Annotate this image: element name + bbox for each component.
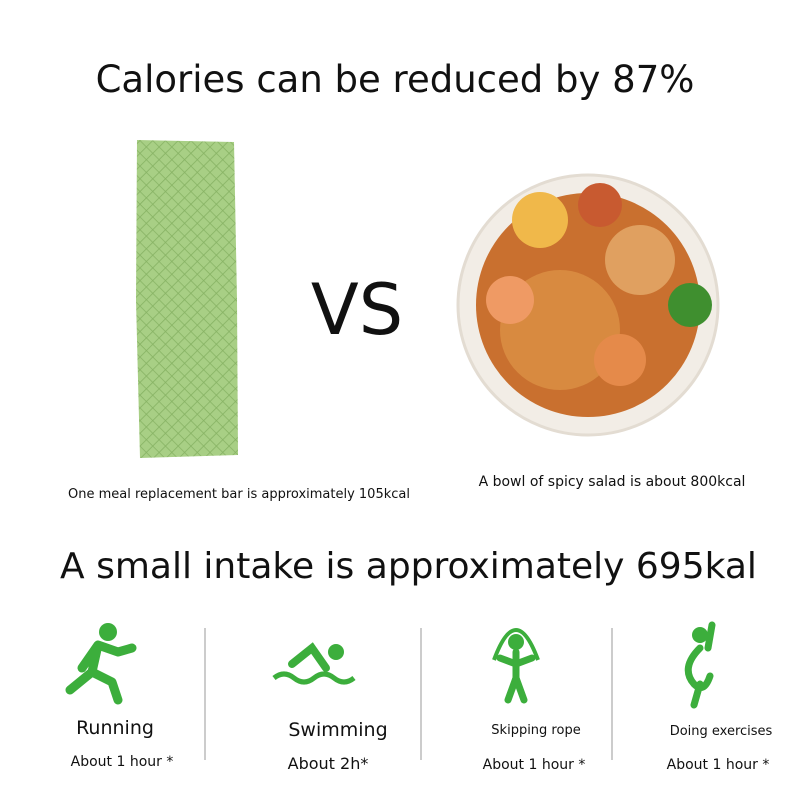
- icons: [65, 621, 716, 709]
- subtitle: A small intake is approximately 695kal: [60, 546, 757, 587]
- vs-label: VS: [311, 269, 403, 351]
- activity-duration: About 2h*: [288, 754, 369, 773]
- dividers: [204, 628, 613, 760]
- activity-name: Skipping rope: [491, 723, 580, 738]
- right-caption: A bowl of spicy salad is about 800kcal: [479, 474, 746, 490]
- wafer-bar: [136, 140, 238, 458]
- activity-duration: About 1 hour *: [483, 757, 586, 773]
- activity-name: Running: [76, 717, 154, 739]
- skipping-icon: [492, 628, 540, 704]
- swimming-icon: [272, 642, 356, 685]
- activity-duration: About 1 hour *: [71, 754, 174, 770]
- exercise-icon: [684, 621, 716, 709]
- activity-name: Swimming: [288, 719, 387, 741]
- left-caption: One meal replacement bar is approximatel…: [68, 487, 410, 502]
- salad-bowl: [456, 173, 720, 437]
- title: Calories can be reduced by 87%: [96, 58, 695, 101]
- running-icon: [65, 623, 137, 705]
- activity-duration: About 1 hour *: [667, 757, 770, 773]
- activity-name: Doing exercises: [670, 724, 773, 739]
